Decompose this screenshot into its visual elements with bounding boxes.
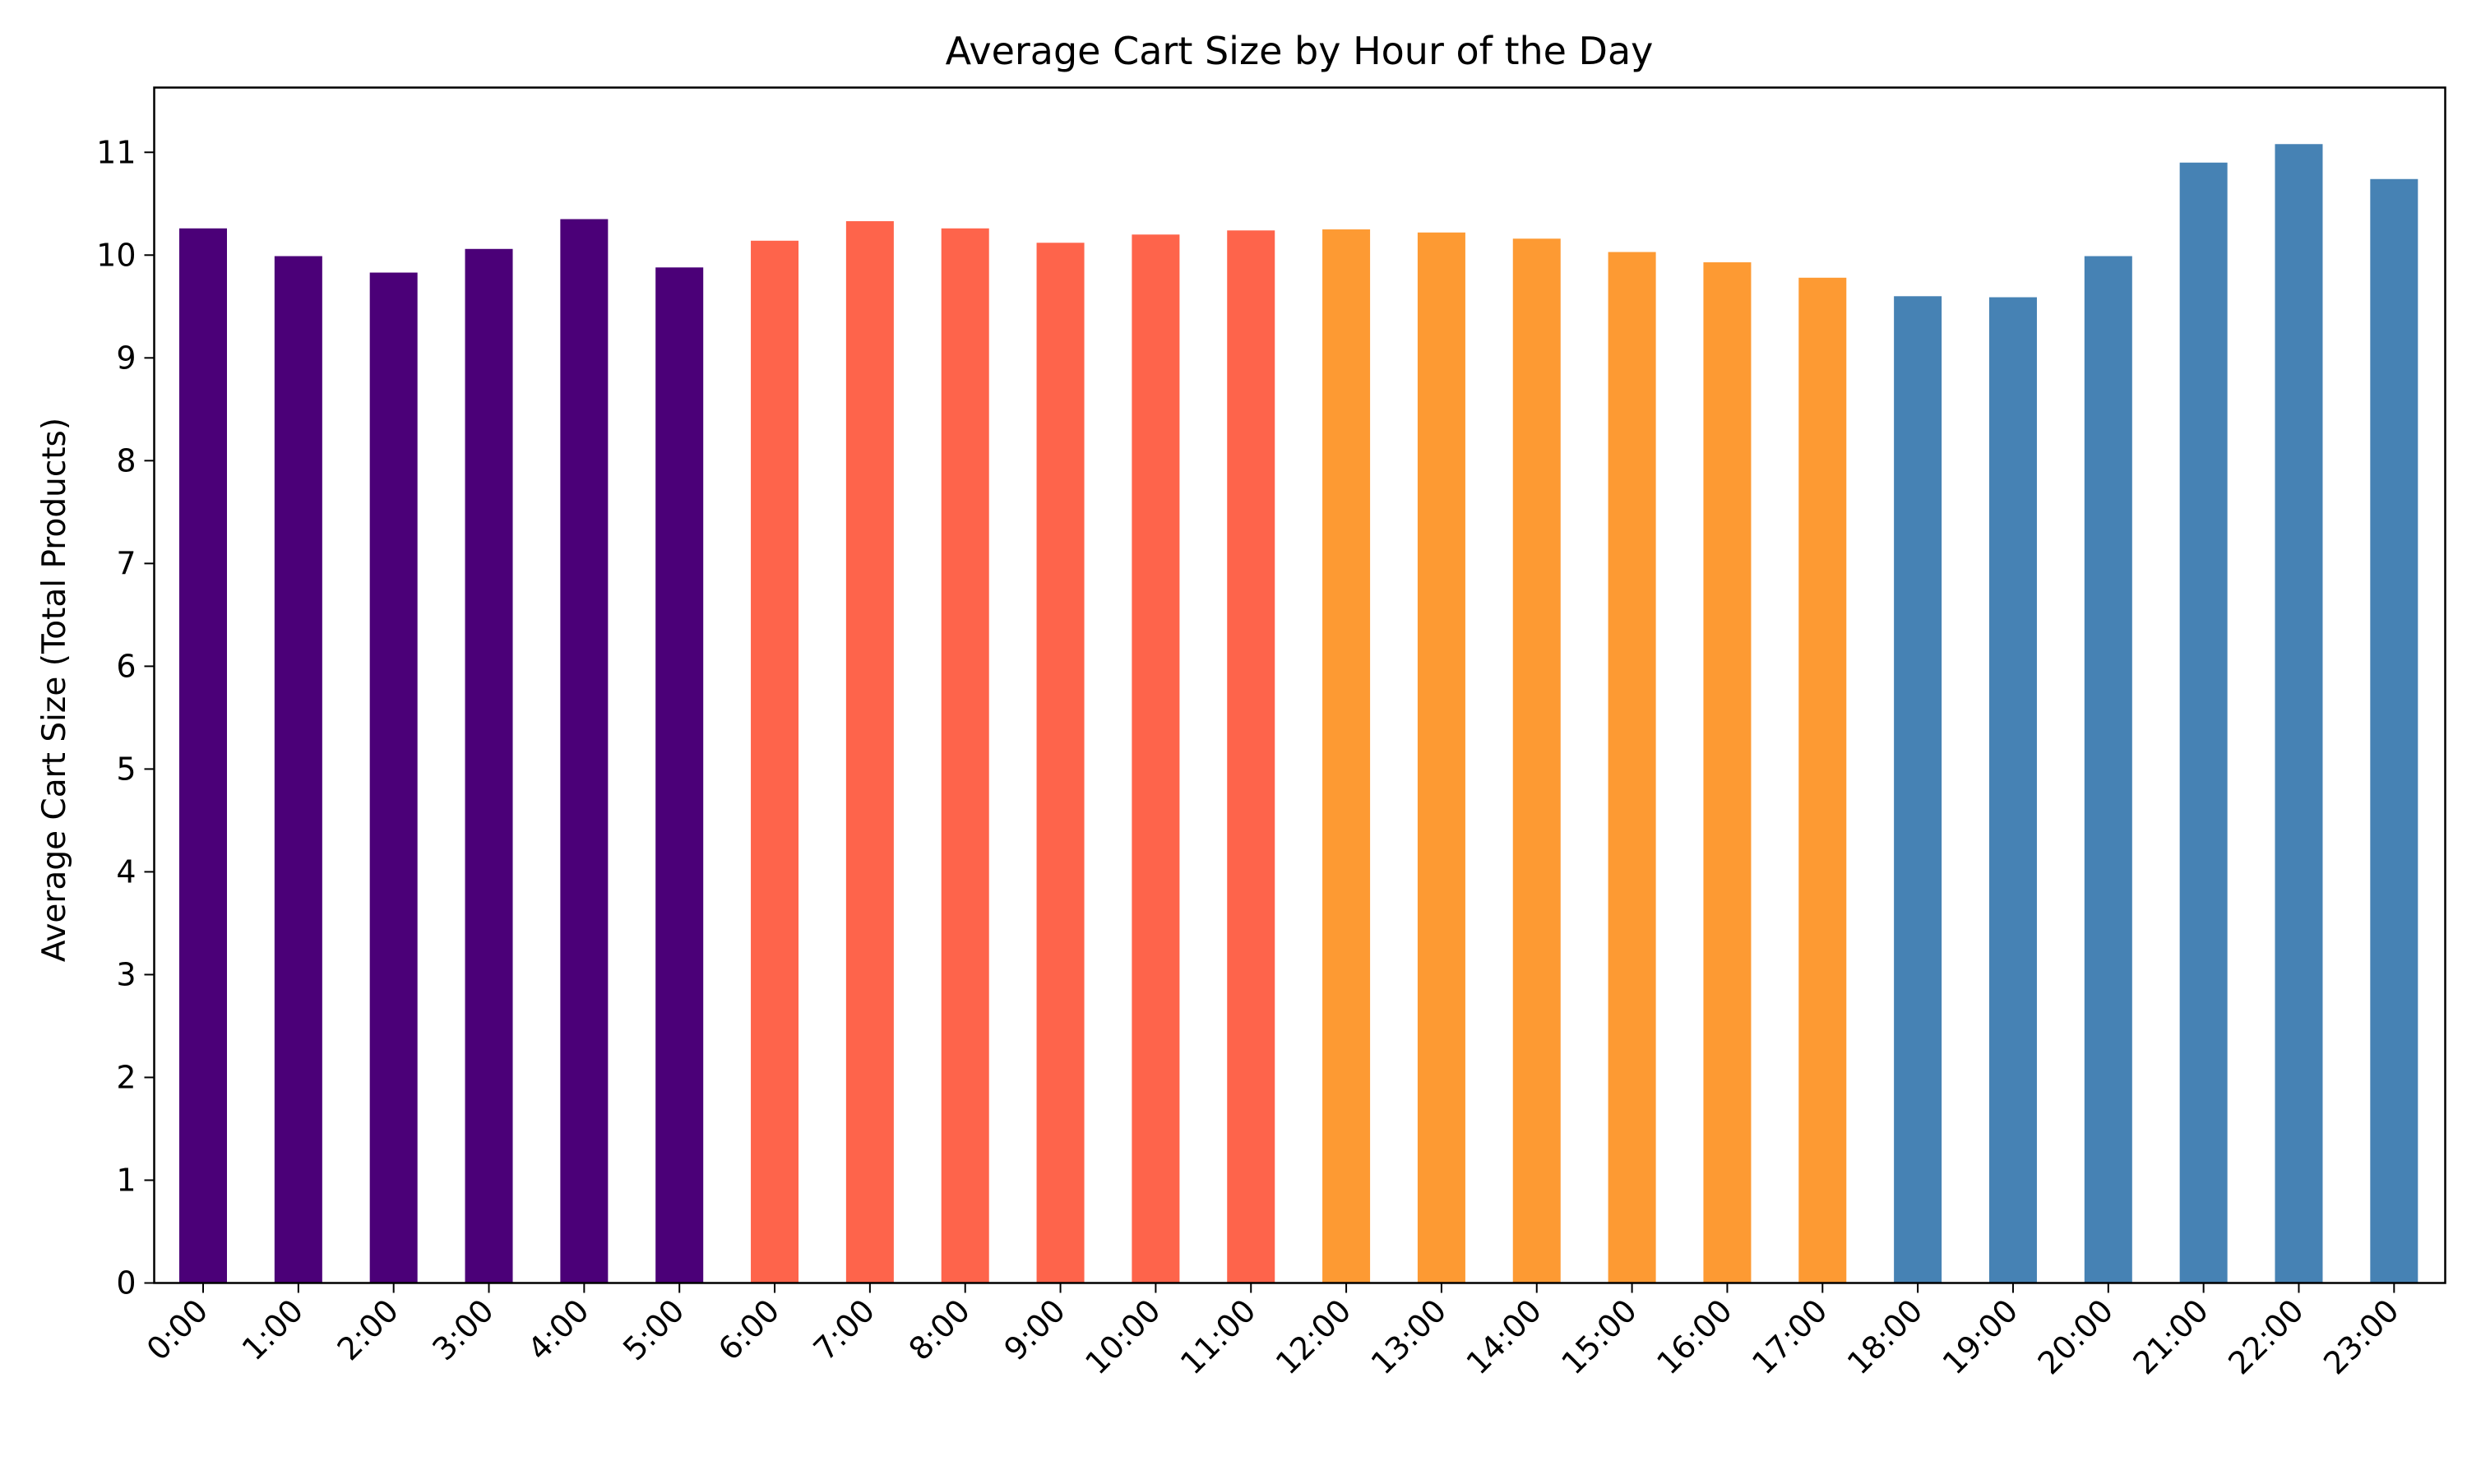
- bar-0-00: [179, 228, 227, 1283]
- bar-21-00: [2179, 162, 2228, 1283]
- y-tick-label: 7: [116, 545, 136, 581]
- bar-14-00: [1512, 238, 1561, 1283]
- y-tick-label: 8: [116, 442, 136, 478]
- bar-1-00: [274, 256, 322, 1283]
- y-tick-label: 9: [116, 340, 136, 376]
- bar-20-00: [2084, 256, 2132, 1283]
- chart-title: Average Cart Size by Hour of the Day: [946, 29, 1654, 73]
- bar-4-00: [560, 219, 609, 1283]
- bar-17-00: [1798, 277, 1847, 1283]
- bar-10-00: [1132, 234, 1180, 1283]
- bar-11-00: [1227, 230, 1275, 1283]
- bar-18-00: [1894, 296, 1942, 1283]
- bar-23-00: [2370, 178, 2418, 1283]
- bar-7-00: [845, 221, 894, 1283]
- y-tick-label: 2: [116, 1059, 136, 1095]
- y-tick-label: 0: [116, 1265, 136, 1301]
- bar-22-00: [2275, 144, 2323, 1283]
- y-tick-label: 6: [116, 648, 136, 684]
- bar-2-00: [369, 272, 418, 1283]
- y-tick-label: 1: [116, 1162, 136, 1198]
- bars-group: [179, 144, 2418, 1283]
- bar-15-00: [1608, 252, 1656, 1283]
- bar-13-00: [1417, 232, 1465, 1283]
- y-tick-label: 3: [116, 956, 136, 992]
- y-tick-label: 4: [116, 853, 136, 890]
- y-tick-label: 11: [96, 134, 136, 170]
- bar-12-00: [1322, 229, 1371, 1283]
- bar-8-00: [941, 228, 989, 1283]
- bar-5-00: [655, 267, 704, 1283]
- bar-6-00: [751, 240, 799, 1283]
- plot-frame: [153, 86, 2446, 1284]
- bar-19-00: [1988, 297, 2037, 1283]
- bar-3-00: [465, 248, 513, 1283]
- y-axis-label: Average Cart Size (Total Products): [36, 418, 73, 962]
- bar-9-00: [1036, 243, 1085, 1283]
- bar-16-00: [1703, 262, 1752, 1283]
- y-tick-label: 10: [96, 237, 136, 273]
- y-axis-ticks: 0 1 2 3 4 5 6 7 8 9 10 11: [96, 134, 155, 1301]
- y-tick-label: 5: [116, 751, 136, 787]
